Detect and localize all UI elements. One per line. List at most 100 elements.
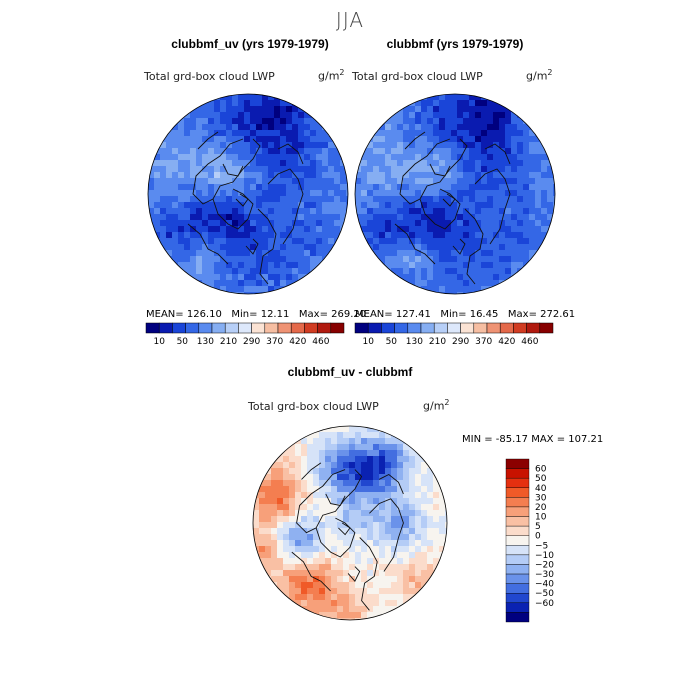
map-1-cell bbox=[214, 196, 221, 203]
map-2-coastline bbox=[452, 238, 466, 255]
map-3-cell bbox=[253, 558, 260, 565]
map-3-cell bbox=[307, 498, 314, 505]
map-1-cell bbox=[256, 130, 263, 137]
map-1-cell bbox=[166, 154, 173, 161]
colorbar-3-swatch bbox=[505, 564, 530, 575]
map-3-cell bbox=[331, 510, 338, 517]
map-2-cell bbox=[469, 262, 476, 269]
map-3-cell bbox=[379, 522, 386, 529]
map-1-cell bbox=[244, 238, 251, 245]
map-1-cell bbox=[274, 184, 281, 191]
map-1-cell bbox=[196, 196, 203, 203]
map-2-cell bbox=[385, 226, 392, 233]
map-3-cell bbox=[415, 498, 422, 505]
map-1-cell bbox=[220, 262, 227, 269]
map-3-cell bbox=[349, 612, 356, 619]
map-3-cell bbox=[367, 600, 374, 607]
map-3-cell bbox=[283, 474, 290, 481]
map-2-cell bbox=[553, 220, 555, 227]
map-2-cell bbox=[487, 148, 494, 155]
map-1-cell bbox=[274, 214, 281, 221]
map-3-cell bbox=[379, 456, 386, 463]
map-2-cell bbox=[457, 196, 464, 203]
map-1-cell bbox=[268, 274, 275, 281]
map-3-cell bbox=[379, 492, 386, 499]
map-2-cell bbox=[445, 94, 452, 101]
map-2-cell bbox=[523, 256, 530, 263]
map-2-cell bbox=[505, 190, 512, 197]
map-2-cell bbox=[463, 214, 470, 221]
map-1-cell bbox=[226, 238, 233, 245]
map-3-cell bbox=[295, 576, 302, 583]
map-3-cell bbox=[313, 474, 320, 481]
map-3-cell bbox=[361, 612, 368, 619]
map-1-cell bbox=[202, 106, 209, 113]
map-2-cell bbox=[415, 232, 422, 239]
map-3-cell bbox=[379, 498, 386, 505]
map-3-cell bbox=[349, 480, 356, 487]
panel-2-stats: MEAN= 127.41 Min= 16.45 Max= 272.61 bbox=[355, 309, 576, 320]
map-1-cell bbox=[334, 202, 341, 209]
map-1-cell bbox=[274, 100, 281, 107]
map-3-cell bbox=[415, 450, 422, 457]
map-2-cell bbox=[397, 142, 404, 149]
map-1-cell bbox=[208, 112, 215, 119]
map-3-cell bbox=[313, 588, 320, 595]
map-3-cell bbox=[361, 474, 368, 481]
map-2-cell bbox=[373, 160, 380, 167]
map-1-cell bbox=[214, 190, 221, 197]
map-3-cell bbox=[331, 576, 338, 583]
map-2-cell bbox=[421, 130, 428, 137]
map-2-cell bbox=[445, 196, 452, 203]
colorbar-1-swatch bbox=[251, 322, 266, 334]
map-2-cell bbox=[445, 232, 452, 239]
map-3-cell bbox=[361, 534, 368, 541]
map-3-cell bbox=[265, 534, 272, 541]
map-3-cell bbox=[277, 552, 284, 559]
map-3-cell bbox=[325, 444, 332, 451]
map-3-cell bbox=[361, 432, 368, 439]
map-2-cell bbox=[517, 256, 524, 263]
map-1-cell bbox=[220, 130, 227, 137]
map-1-cell bbox=[256, 112, 263, 119]
colorbar-3-tick-label: 50 bbox=[535, 474, 547, 484]
map-3-cell bbox=[373, 468, 380, 475]
map-1-cell bbox=[178, 190, 185, 197]
map-3-cell bbox=[409, 504, 416, 511]
map-2-cell bbox=[403, 250, 410, 257]
map-2-cell bbox=[379, 166, 386, 173]
map-2-cell bbox=[391, 250, 398, 257]
map-2-cell bbox=[535, 166, 542, 173]
map-1-cell bbox=[322, 184, 329, 191]
map-2-cell bbox=[475, 250, 482, 257]
map-3-cell bbox=[367, 450, 374, 457]
map-2-cell bbox=[433, 112, 440, 119]
map-1-cell bbox=[250, 94, 257, 101]
map-1-cell bbox=[154, 184, 161, 191]
map-2-cell bbox=[469, 160, 476, 167]
map-1-cell bbox=[334, 148, 341, 155]
map-2-cell bbox=[457, 220, 464, 227]
map-2-cell bbox=[373, 130, 380, 137]
map-2-cell bbox=[541, 202, 548, 209]
map-2-cell bbox=[463, 166, 470, 173]
map-3-cell bbox=[397, 546, 404, 553]
map-1-cell bbox=[250, 184, 257, 191]
map-1-cell bbox=[220, 232, 227, 239]
map-3-cell bbox=[373, 450, 380, 457]
map-1-cell bbox=[268, 250, 275, 257]
map-3-cell bbox=[385, 546, 392, 553]
map-2-cell bbox=[541, 244, 548, 251]
map-1-cell bbox=[256, 106, 263, 113]
map-1-cell bbox=[328, 214, 335, 221]
map-1-cell bbox=[250, 160, 257, 167]
map-3-cell bbox=[307, 558, 314, 565]
colorbar-1-swatch bbox=[185, 322, 200, 334]
map-2-cell bbox=[469, 136, 476, 143]
map-2-cell bbox=[469, 190, 476, 197]
map-2-cell bbox=[529, 142, 536, 149]
map-2-cell bbox=[379, 220, 386, 227]
map-2-cell bbox=[529, 136, 536, 143]
map-1-cell bbox=[250, 154, 257, 161]
map-1-cell bbox=[316, 142, 323, 149]
